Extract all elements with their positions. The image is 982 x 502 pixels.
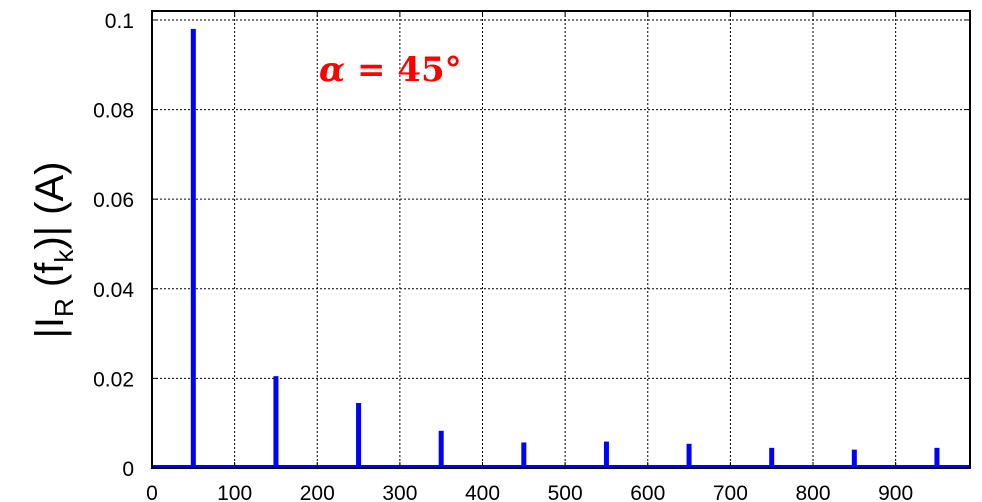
x-tick-label: 0 [146, 482, 158, 502]
bar [769, 447, 775, 468]
x-tick-label: 800 [795, 482, 830, 502]
x-tick-label: 500 [548, 482, 583, 502]
bar [686, 443, 692, 468]
bar [356, 403, 362, 468]
y-label-pre: |I [28, 317, 72, 339]
x-axis-ticks: 0 100 200 300 400 500 600 700 800 900 [146, 11, 913, 502]
alpha-value: = 45° [345, 50, 461, 90]
alpha-annotation: α = 45° [319, 50, 462, 90]
y-label-sub-k: k [49, 249, 79, 263]
grid-lines [152, 11, 970, 468]
x-tick-label: 600 [630, 482, 665, 502]
x-tick-label: 300 [382, 482, 417, 502]
y-axis-ticks: 0 0.02 0.04 0.06 0.08 0.1 [93, 10, 970, 481]
bar [438, 430, 444, 468]
x-tick-label: 100 [217, 482, 252, 502]
y-label-mid: (f [28, 262, 72, 298]
bar [603, 441, 609, 468]
x-tick-label: 900 [878, 482, 913, 502]
x-tick-label: 700 [713, 482, 748, 502]
y-label-post: )| (A) [28, 162, 72, 250]
bar [851, 449, 857, 468]
bar [934, 447, 940, 468]
alpha-symbol: α [319, 50, 345, 90]
y-tick-label: 0.1 [105, 10, 134, 33]
y-tick-label: 0.06 [93, 189, 134, 212]
y-tick-label: 0 [122, 458, 134, 481]
y-label-sub-r: R [49, 298, 79, 317]
bars [190, 28, 940, 468]
bar [273, 376, 279, 468]
bar [190, 28, 196, 468]
x-tick-label: 400 [465, 482, 500, 502]
y-tick-label: 0.04 [93, 279, 134, 302]
y-tick-label: 0.08 [93, 100, 134, 123]
y-axis-label: |IR (fk)| (A) [28, 162, 79, 339]
bar [521, 442, 527, 468]
plot-frame [151, 10, 971, 469]
y-tick-label: 0.02 [93, 368, 134, 391]
x-tick-label: 200 [300, 482, 335, 502]
